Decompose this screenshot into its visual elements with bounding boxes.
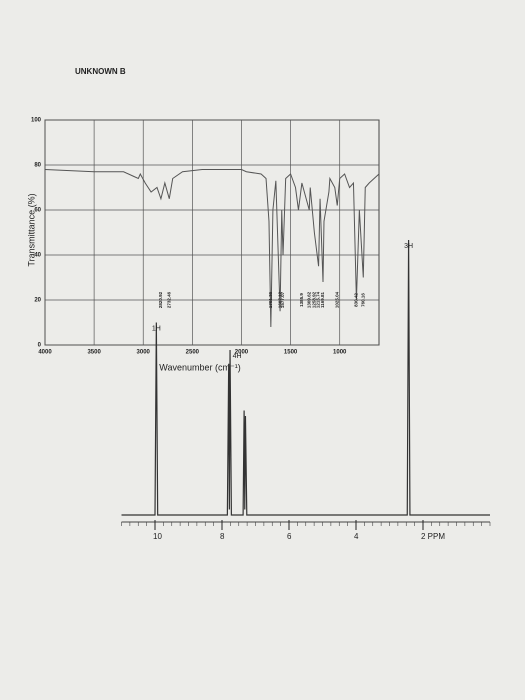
x-tick-label: 1000 (333, 350, 347, 356)
peak-label: 1215.74 (316, 291, 321, 308)
x-tick-label: 3000 (137, 350, 151, 356)
chart-title: UNKNOWN B (75, 67, 126, 76)
peak-label: 1025.04 (334, 291, 339, 308)
peak-label: 2732.46 (167, 291, 172, 308)
integral-label: 4H (233, 353, 242, 360)
spectrum-line (121, 239, 490, 516)
x-tick-label: 4000 (38, 350, 52, 356)
y-tick-label: 80 (34, 163, 41, 169)
x-tick-label: 3500 (87, 350, 101, 356)
y-tick-label: 100 (31, 118, 42, 124)
spectrum-line (44, 169, 380, 328)
peak-label: 1309.62 (306, 291, 311, 308)
x-tick-label: 2000 (235, 350, 249, 356)
peak-label: 1169.81 (320, 292, 325, 309)
x-tick-label: 4 (354, 532, 359, 541)
x-tick-label: 6 (287, 532, 292, 541)
y-tick-label: 60 (34, 208, 41, 214)
y-axis-label: Transmittance (%) (26, 193, 36, 266)
peak-label: 1607.12 (277, 291, 282, 308)
integral-label: 3H (404, 243, 413, 250)
x-tick-label: 1500 (284, 350, 298, 356)
y-tick-label: 40 (34, 253, 41, 259)
x-tick-label: 10 (153, 532, 162, 541)
peak-label: 1577.07 (280, 291, 285, 308)
x-axis-label: Wavenumber (cm⁻¹) (159, 362, 240, 372)
peak-label: 1701.36 (268, 291, 273, 308)
y-tick-label: 20 (34, 298, 41, 304)
peak-label: 2820.92 (158, 291, 163, 308)
peak-label: 1258.92 (311, 291, 316, 308)
peak-label: 760.16 (360, 293, 365, 307)
integral-label: 1H (152, 325, 161, 332)
y-tick-label: 0 (38, 343, 42, 349)
x-tick-label: 2500 (186, 350, 200, 356)
x-tick-label: 2 PPM (421, 532, 445, 541)
x-tick-label: 8 (220, 532, 225, 541)
peak-label: 830.42 (354, 293, 359, 307)
peak-label: 1385.9 (299, 293, 304, 307)
